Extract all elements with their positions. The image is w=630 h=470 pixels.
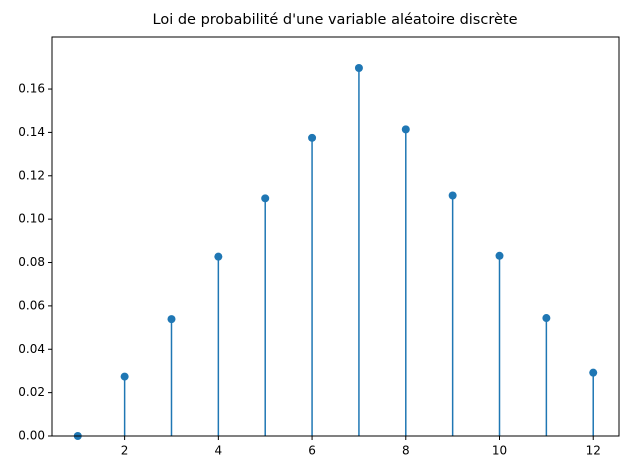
y-tick-label: 0.00 [18,429,45,443]
stem-marker [589,368,598,377]
stem-marker [308,133,317,142]
stem-marker [448,191,457,200]
y-tick-label: 0.16 [18,82,45,96]
stem-marker [354,64,363,73]
y-tick-label: 0.04 [18,342,45,356]
plot-frame [51,36,620,437]
stem-marker [542,314,551,323]
y-tick-label: 0.12 [18,168,45,182]
x-tick-label: 2 [121,444,129,458]
x-tick-label: 12 [586,444,601,458]
stem-marker [261,194,270,203]
stem-marker [495,251,504,260]
x-tick-label: 6 [308,444,316,458]
y-tick-label: 0.08 [18,255,45,269]
y-tick-label: 0.02 [18,385,45,399]
stem-marker [401,125,410,134]
y-tick-label: 0.06 [18,298,45,312]
x-tick-label: 8 [402,444,410,458]
y-tick-label: 0.10 [18,212,45,226]
stem-marker [214,252,223,261]
y-tick-label: 0.14 [18,125,45,139]
stem-marker [120,372,129,381]
chart-title: Loi de probabilité d'une variable aléato… [153,12,518,28]
x-tick-label: 4 [215,444,223,458]
x-tick-label: 10 [492,444,507,458]
stem-marker [167,315,176,324]
